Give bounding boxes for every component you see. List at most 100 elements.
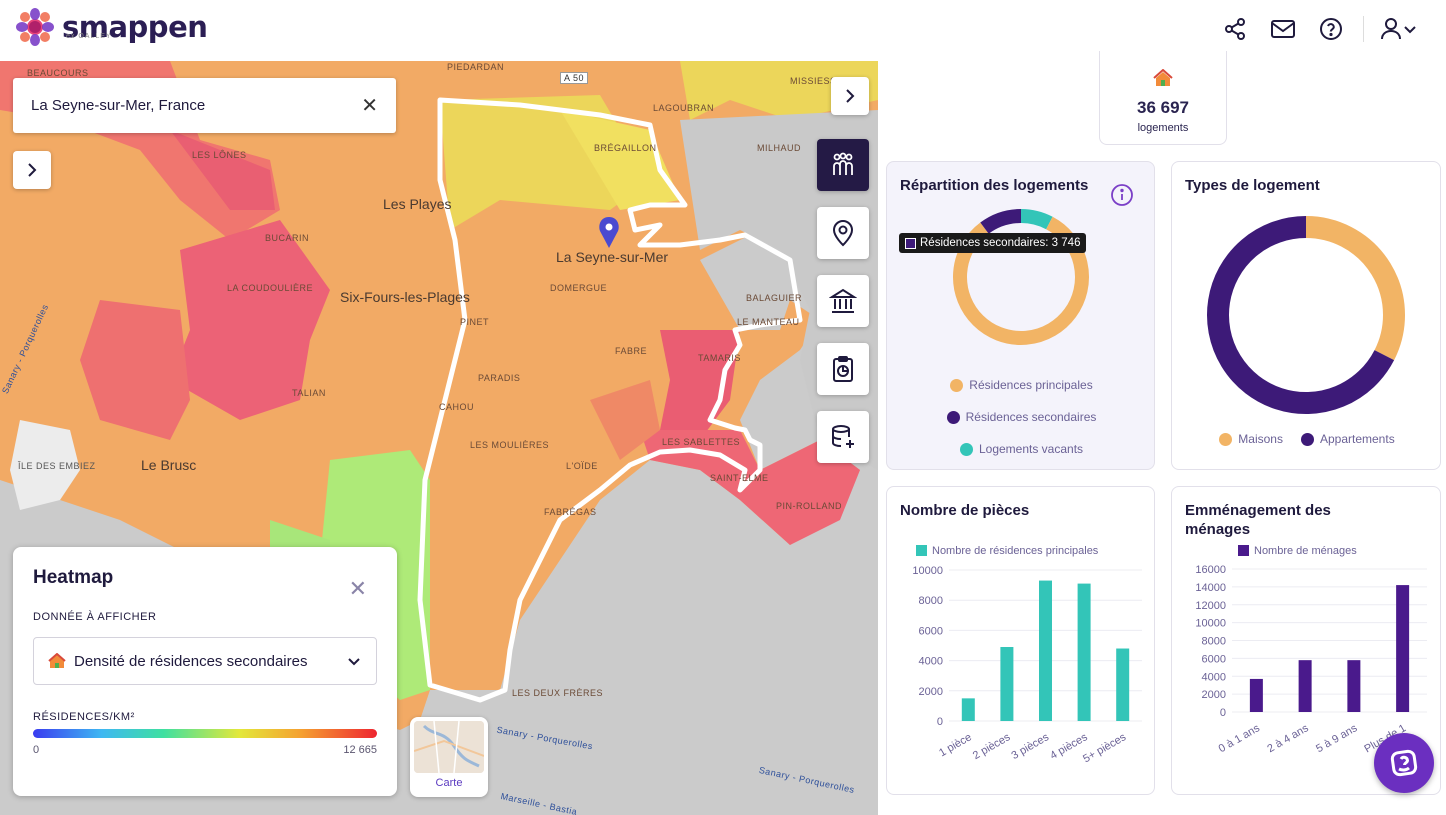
- expand-left-panel-button[interactable]: [13, 151, 51, 189]
- rooms-card: Nombre de pièces Nombre de résidences pr…: [886, 486, 1155, 795]
- search-input[interactable]: La Seyne-sur-Mer, France: [31, 97, 206, 114]
- y-tick-label: 10000: [912, 565, 943, 577]
- map-label: LES SABLETTES: [662, 437, 741, 447]
- help-chat-button[interactable]: [1374, 733, 1434, 793]
- card-title: Nombre de pièces: [900, 502, 1030, 519]
- donut-slice[interactable]: [1207, 216, 1395, 414]
- bar[interactable]: [1116, 648, 1130, 721]
- donut-slice[interactable]: [953, 216, 1089, 345]
- x-tick-label: 3 pièces: [1010, 731, 1052, 762]
- data-label: DONNÉE À AFFICHER: [33, 611, 157, 623]
- map-label: LA COUDOULIÈRE: [227, 283, 314, 293]
- search-box[interactable]: La Seyne-sur-Mer, France ✕: [13, 78, 396, 133]
- x-tick-label: 5+ pièces: [1081, 731, 1128, 765]
- share-icon[interactable]: [1211, 14, 1259, 44]
- y-tick-label: 4000: [919, 656, 943, 668]
- tooltip-text: Résidences secondaires: 3 746: [920, 237, 1081, 249]
- location-pin-icon[interactable]: [599, 217, 619, 248]
- legend-label: Résidences principales: [969, 378, 1093, 392]
- map-label: TALIAN: [292, 388, 326, 398]
- help-icon[interactable]: [1307, 14, 1355, 44]
- logo-subtitle: ex OALLEY: [66, 33, 112, 40]
- population-tool-button[interactable]: [817, 139, 869, 191]
- legend-label: Appartements: [1319, 432, 1395, 446]
- y-tick-label: 2000: [919, 686, 943, 698]
- y-tick-label: 0: [937, 716, 943, 728]
- housing-distribution-card: Répartition des logements Résidences sec…: [886, 161, 1155, 470]
- moving-bar-chart[interactable]: Nombre de ménages 0 2000 4000 6000 8000 10000 1…: [1172, 539, 1442, 794]
- legend-dot: [1219, 432, 1233, 446]
- chevron-down-icon: [348, 658, 360, 666]
- report-tool-button[interactable]: [817, 343, 869, 395]
- y-tick-label: 16000: [1195, 564, 1226, 576]
- basemap-thumbnail: [414, 721, 484, 773]
- bar[interactable]: [1039, 580, 1052, 721]
- legend-item: Appartements: [1300, 432, 1395, 446]
- rooms-bar-chart[interactable]: Nombre de résidences principales 0 2000 400…: [887, 539, 1156, 794]
- map-pin-icon: [832, 220, 854, 247]
- donut-slice[interactable]: [1305, 216, 1405, 361]
- user-menu[interactable]: [1372, 14, 1426, 44]
- data-tool-button[interactable]: [817, 411, 869, 463]
- legend-label: Nombre de résidences principales: [932, 545, 1099, 557]
- bar[interactable]: [1249, 678, 1263, 712]
- housing-count-value: 36 697: [1137, 98, 1189, 117]
- legend-label: Logements vacants: [978, 442, 1084, 456]
- basemap-switch[interactable]: Carte: [410, 717, 488, 797]
- collapse-right-panel-button[interactable]: [831, 77, 869, 115]
- legend-item: Logements vacants: [887, 433, 1156, 465]
- data-select[interactable]: Densité de résidences secondaires: [33, 637, 377, 685]
- bar[interactable]: [1347, 660, 1361, 712]
- color-scale-bar: [33, 729, 377, 738]
- housing-types-donut[interactable]: [1172, 210, 1442, 420]
- legend-swatch: [916, 545, 927, 556]
- top-bar: smappen ex OALLEY: [0, 0, 1446, 61]
- institution-tool-button[interactable]: [817, 275, 869, 327]
- map-label: PIN-ROLLAND: [776, 501, 843, 511]
- bar[interactable]: [961, 698, 975, 721]
- bar[interactable]: [1298, 660, 1312, 712]
- donut-slice[interactable]: [980, 209, 1022, 234]
- chevron-right-icon: [28, 163, 37, 177]
- bar[interactable]: [1000, 647, 1014, 721]
- legend-label: Résidences secondaires: [965, 410, 1097, 424]
- chevron-down-icon: [1404, 26, 1416, 34]
- bar[interactable]: [1396, 585, 1410, 712]
- map-label: BRÉGAILLON: [594, 143, 657, 153]
- y-tick-label: 6000: [1202, 653, 1226, 665]
- map-label: L'OÏDE: [566, 461, 598, 471]
- legend-item: Maisons: [1219, 432, 1283, 446]
- bar[interactable]: [1077, 583, 1091, 721]
- chat-help-icon: [1390, 749, 1418, 777]
- map-label: LES LÔNES: [192, 150, 247, 160]
- legend-item: Résidences secondaires: [887, 401, 1156, 433]
- housing-distribution-donut[interactable]: [887, 207, 1156, 357]
- donut-slice[interactable]: [1020, 209, 1053, 230]
- map-label: LES MOULIÈRES: [470, 440, 550, 450]
- x-tick-label: 5 à 9 ans: [1314, 722, 1360, 755]
- y-tick-label: 14000: [1195, 582, 1226, 594]
- map-label: ÎLE DES EMBIEZ: [18, 461, 96, 471]
- heatmap-title: Heatmap: [33, 567, 114, 588]
- location-tool-button[interactable]: [817, 207, 869, 259]
- info-icon[interactable]: [1110, 183, 1134, 207]
- legend-swatch: [1238, 545, 1249, 556]
- y-tick-label: 4000: [1202, 671, 1226, 683]
- map-label: FABRÉGAS: [544, 507, 597, 517]
- map-label: CAHOU: [439, 402, 475, 412]
- house-icon: [48, 653, 66, 668]
- bank-icon: [829, 288, 857, 313]
- close-icon[interactable]: ✕: [348, 576, 367, 601]
- scale-min: 0: [33, 744, 40, 756]
- clipboard-chart-icon: [833, 356, 853, 382]
- close-icon[interactable]: ✕: [361, 95, 378, 117]
- chart-legend: Nombre de résidences principales: [916, 545, 1099, 557]
- y-tick-label: 10000: [1195, 618, 1226, 630]
- user-icon: [1381, 18, 1401, 40]
- app-name: smappen: [62, 10, 208, 44]
- logo[interactable]: smappen: [16, 8, 208, 46]
- map-town-label: Les Playes: [383, 196, 452, 212]
- mail-icon[interactable]: [1259, 14, 1307, 44]
- map-label: TAMARIS: [698, 353, 741, 363]
- map-label: MILHAUD: [757, 143, 802, 153]
